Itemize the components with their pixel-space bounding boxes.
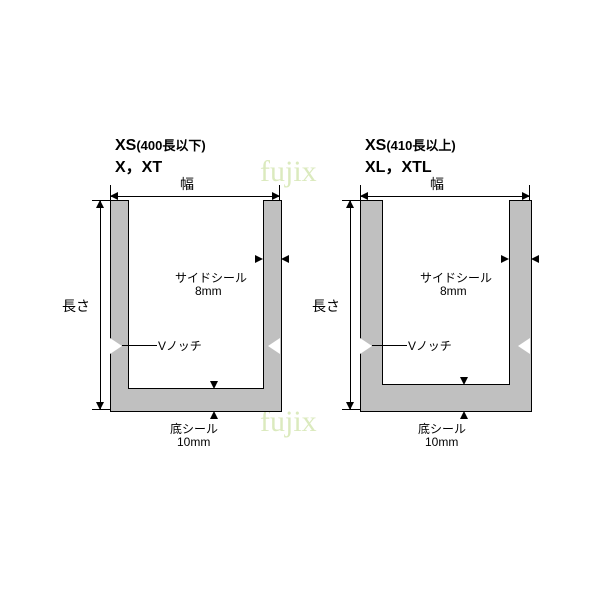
right-title-xs: XS	[365, 137, 386, 154]
right-title-line1: XS(410長以上)	[365, 135, 456, 155]
left-length-tick-b	[92, 409, 110, 410]
left-width-arrow-l	[110, 192, 118, 200]
left-vnotch-label: Vノッチ	[158, 337, 202, 354]
right-width-label: 幅	[430, 174, 444, 194]
left-title-paren: (400長以下)	[136, 138, 205, 153]
right-sideseal-arrow-out	[531, 255, 539, 263]
left-sideseal-arrow-out	[281, 255, 289, 263]
left-length-arrow-u	[96, 200, 104, 208]
left-bottom-arrow-out	[210, 411, 218, 419]
right-vnotch-line	[372, 345, 407, 346]
left-width-label: 幅	[180, 174, 194, 194]
left-length-dimline	[100, 200, 101, 410]
right-length-tick-b	[342, 409, 360, 410]
right-bottom-arrow-in	[460, 377, 468, 385]
watermark-top: fujix	[260, 155, 317, 189]
left-title-xs: XS	[115, 137, 136, 154]
left-length-label: 長さ	[62, 296, 90, 316]
left-title-line1: XS(400長以下)	[115, 135, 206, 155]
right-sideseal-label2: 8mm	[440, 284, 467, 298]
left-vnotch-line	[122, 345, 157, 346]
left-sideseal-arrow-in	[255, 255, 263, 263]
diagram-stage: fujix fujix XS(400長以下) X，XT 幅 長さ サイドシール …	[0, 0, 600, 600]
left-title-line2: X，XT	[115, 153, 162, 177]
left-sideseal-label2: 8mm	[195, 284, 222, 298]
right-vnotch-label: Vノッチ	[408, 337, 452, 354]
right-title-paren: (410長以上)	[386, 138, 455, 153]
left-length-tick-t	[92, 200, 110, 201]
left-bottom-label2: 10mm	[177, 435, 210, 449]
right-sideseal-arrow-in	[501, 255, 509, 263]
left-vnotch-l	[110, 338, 122, 354]
right-length-dimline	[350, 200, 351, 410]
right-length-tick-t	[342, 200, 360, 201]
right-width-dimline	[360, 196, 530, 197]
right-vnotch-r	[518, 338, 530, 354]
right-bottom-arrow-out	[460, 411, 468, 419]
left-width-dimline	[110, 196, 280, 197]
right-width-arrow-l	[360, 192, 368, 200]
right-length-label: 長さ	[312, 296, 340, 316]
right-bottom-label2: 10mm	[425, 435, 458, 449]
right-title-line2: XL，XTL	[365, 153, 432, 177]
right-vnotch-l	[360, 338, 372, 354]
left-bottom-arrow-in	[210, 381, 218, 389]
right-length-arrow-u	[346, 200, 354, 208]
left-vnotch-r	[268, 338, 280, 354]
